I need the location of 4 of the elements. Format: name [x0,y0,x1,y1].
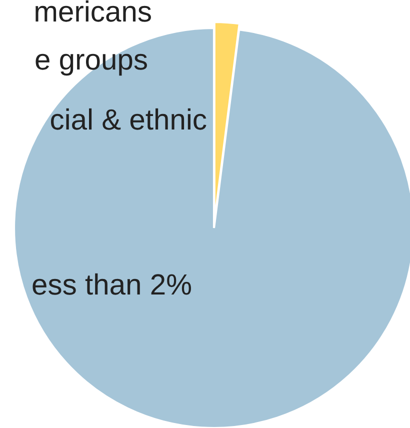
text: ess than 2% [32,273,191,295]
text: cial & ethnic [50,108,206,130]
text: mericans [36,0,151,22]
text: e groups [36,54,147,76]
